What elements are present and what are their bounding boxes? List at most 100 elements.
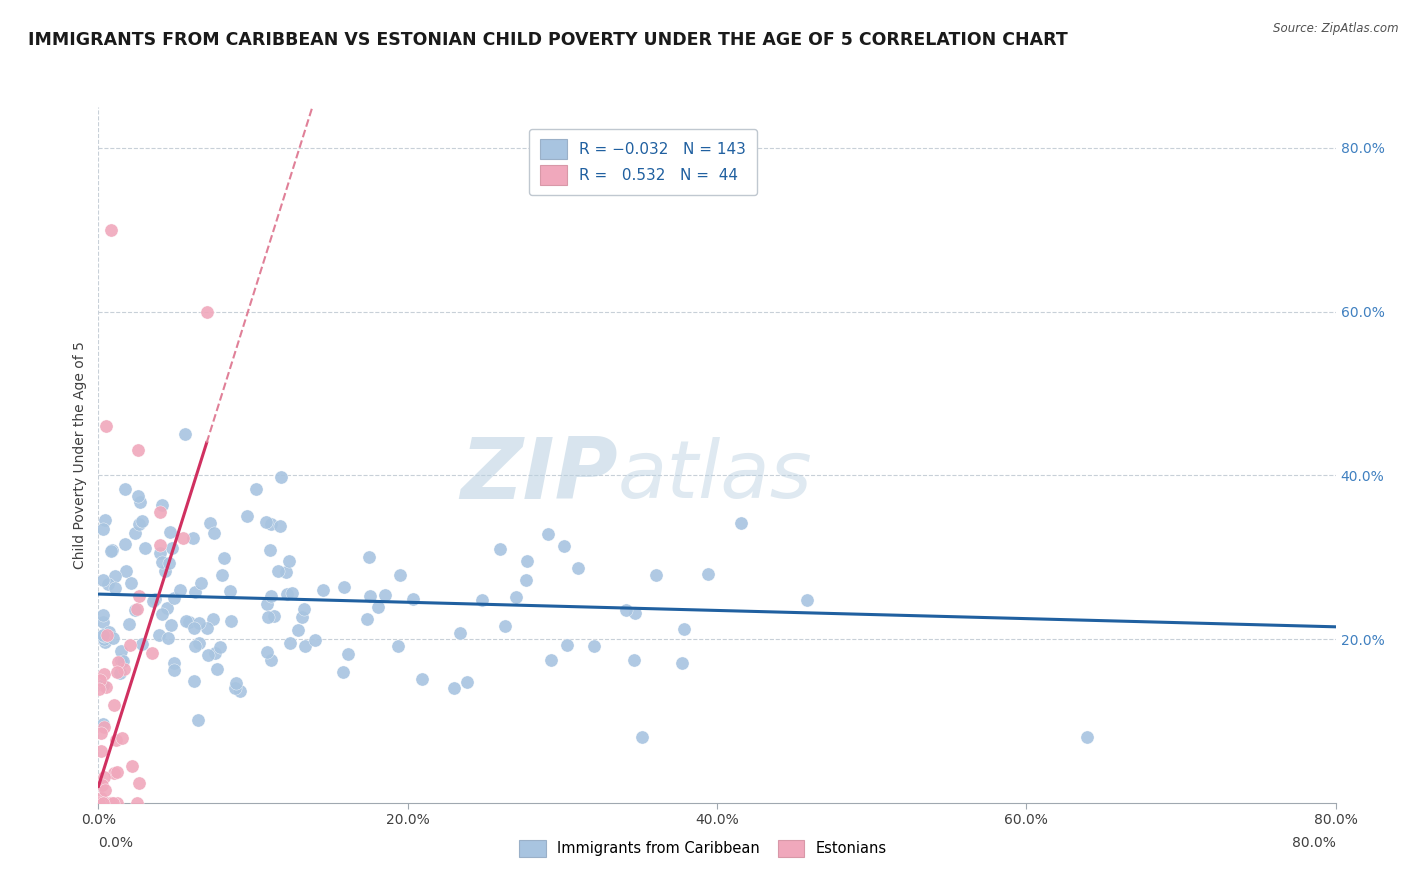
Point [471, 592, 494, 607]
Point [163, 663, 186, 677]
Point [195, 621, 218, 635]
Point [389, 568, 412, 582]
Point [114, 564, 136, 578]
Point [149, 505, 172, 519]
Point [582, 639, 605, 653]
Point [107, 655, 129, 669]
Point [555, 639, 578, 653]
Point [100, 543, 122, 558]
Point [105, 765, 128, 780]
Point [93, 782, 115, 797]
Point [197, 648, 219, 662]
Point [624, 606, 647, 620]
Point [114, 482, 136, 496]
Point [128, 590, 150, 604]
Point [312, 582, 335, 597]
Point [225, 676, 247, 690]
Point [644, 567, 666, 582]
Point [402, 591, 425, 606]
Point [183, 531, 205, 545]
Point [292, 601, 315, 615]
Point [93, 720, 115, 734]
Point [112, 654, 135, 668]
Point [93, 632, 115, 646]
Point [267, 564, 290, 578]
Point [90, 790, 112, 805]
Point [111, 731, 134, 745]
Point [91, 778, 114, 792]
Point [103, 796, 125, 810]
Point [94, 635, 117, 649]
Point [359, 550, 381, 565]
Point [105, 665, 128, 679]
Point [730, 516, 752, 531]
Point [374, 589, 396, 603]
Point [110, 652, 132, 666]
Point [103, 698, 125, 713]
Point [128, 776, 150, 790]
Point [198, 516, 221, 530]
Point [515, 574, 537, 588]
Point [156, 632, 179, 646]
Point [141, 646, 163, 660]
Point [160, 541, 183, 555]
Legend: Immigrants from Caribbean, Estonians: Immigrants from Caribbean, Estonians [513, 834, 893, 863]
Point [100, 796, 122, 810]
Point [120, 576, 142, 591]
Point [121, 759, 143, 773]
Point [537, 527, 560, 541]
Point [172, 532, 194, 546]
Legend: R = −0.032   N = 143, R =   0.532   N =  44: R = −0.032 N = 143, R = 0.532 N = 44 [529, 128, 756, 195]
Point [187, 713, 209, 727]
Point [1076, 731, 1098, 745]
Point [157, 556, 180, 570]
Point [449, 625, 471, 640]
Text: Source: ZipAtlas.com: Source: ZipAtlas.com [1274, 22, 1399, 36]
Point [188, 615, 211, 630]
Point [278, 636, 301, 650]
Point [159, 525, 181, 540]
Point [91, 678, 114, 692]
Point [276, 587, 298, 601]
Point [304, 632, 326, 647]
Point [188, 636, 211, 650]
Point [150, 607, 173, 622]
Point [270, 469, 292, 483]
Text: 0.0%: 0.0% [98, 836, 134, 850]
Point [184, 584, 207, 599]
Point [89, 795, 111, 809]
Point [90, 726, 112, 740]
Point [91, 796, 114, 810]
Point [202, 612, 225, 626]
Point [269, 519, 291, 533]
Point [263, 608, 285, 623]
Point [245, 482, 267, 496]
Point [101, 631, 124, 645]
Point [89, 796, 111, 810]
Point [114, 537, 136, 551]
Point [97, 577, 120, 591]
Point [91, 615, 114, 629]
Point [149, 538, 172, 552]
Point [93, 513, 115, 527]
Point [631, 731, 654, 745]
Text: 80.0%: 80.0% [1292, 836, 1336, 850]
Point [443, 681, 465, 695]
Point [89, 682, 111, 697]
Point [337, 647, 360, 661]
Point [98, 796, 121, 810]
Point [356, 612, 378, 626]
Point [124, 525, 146, 540]
Point [98, 796, 121, 810]
Point [112, 662, 135, 676]
Point [260, 589, 283, 603]
Point [671, 656, 693, 670]
Point [332, 581, 354, 595]
Point [260, 653, 283, 667]
Point [254, 515, 277, 529]
Point [387, 640, 409, 654]
Point [97, 624, 120, 639]
Point [174, 427, 197, 442]
Point [294, 639, 316, 653]
Point [96, 680, 118, 694]
